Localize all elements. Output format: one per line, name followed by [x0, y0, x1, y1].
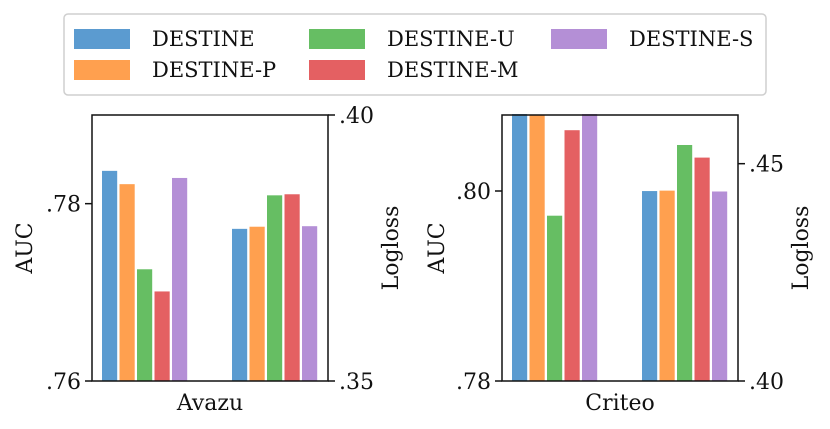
ylabel-right-criteo: Logloss: [789, 206, 814, 291]
bar-avazu-logloss-destine-p: [249, 226, 265, 381]
tick-label-right: .45: [749, 153, 784, 178]
legend-label-destine-p: DESTINE-P: [152, 58, 276, 82]
tick-label-left: .78: [46, 193, 81, 218]
legend-label-destine-m: DESTINE-M: [387, 58, 519, 82]
chart-panel-avazu: .76 .78 .35 .40 Avazu AUC Logloss: [13, 104, 404, 416]
legend-swatch-destine-u: [309, 29, 365, 49]
tick-label-right: .35: [339, 370, 374, 395]
xlabel-avazu: Avazu: [176, 391, 243, 416]
plot-frame-criteo: [501, 114, 739, 382]
ylabel-left-criteo: AUC: [425, 222, 450, 274]
xlabel-criteo: Criteo: [585, 391, 655, 416]
bar-criteo-auc-destine: [512, 114, 528, 382]
bars-criteo: [512, 114, 728, 382]
bar-avazu-auc-destine: [102, 170, 118, 381]
legend-swatch-destine-p: [74, 60, 130, 80]
tick-label-left: .80: [456, 180, 491, 205]
ylabel-right-avazu: Logloss: [379, 206, 404, 291]
tick-label-left: .76: [46, 370, 81, 395]
bar-avazu-logloss-destine-u: [267, 195, 283, 381]
bar-criteo-logloss-destine: [642, 191, 658, 381]
bar-criteo-logloss-destine-s: [712, 191, 728, 381]
bar-avazu-logloss-destine-s: [302, 226, 318, 381]
bar-avazu-auc-destine-p: [119, 184, 135, 381]
tick-label-left: .78: [456, 370, 491, 395]
bar-avazu-auc-destine-m: [154, 291, 170, 381]
bars-avazu: [102, 170, 318, 381]
bar-avazu-auc-destine-u: [137, 269, 153, 381]
bar-criteo-auc-destine-u: [547, 215, 563, 381]
bar-criteo-logloss-destine-u: [677, 144, 693, 381]
plot-frame-avazu: [91, 114, 329, 382]
legend-label-destine-u: DESTINE-U: [387, 27, 515, 51]
tick-label-right: .40: [749, 370, 784, 395]
legend-swatch-destine-s: [551, 29, 607, 49]
legend-swatch-destine-m: [309, 60, 365, 80]
bar-criteo-auc-destine-p: [529, 115, 545, 381]
bar-avazu-auc-destine-s: [172, 177, 188, 381]
ticks-avazu: .76 .78 .35 .40: [46, 104, 374, 395]
legend: DESTINE DESTINE-P DESTINE-U DESTINE-M DESTIN…: [63, 13, 767, 96]
bar-criteo-logloss-destine-p: [659, 190, 675, 381]
tick-label-right: .40: [339, 104, 374, 129]
chart-panel-criteo: .78 .80 .40 .45 Criteo AUC Logloss: [425, 114, 814, 416]
bar-avazu-logloss-destine: [232, 228, 248, 381]
ylabel-left-avazu: AUC: [13, 222, 38, 274]
bar-criteo-auc-destine-m: [564, 130, 580, 381]
bar-criteo-auc-destine-s: [582, 114, 598, 382]
ticks-criteo: .78 .80 .40 .45: [456, 153, 784, 395]
bar-criteo-logloss-destine-m: [694, 157, 710, 381]
legend-swatch-destine: [74, 29, 130, 49]
legend-label-destine-s: DESTINE-S: [629, 27, 753, 51]
bar-avazu-logloss-destine-m: [284, 194, 300, 381]
legend-label-destine: DESTINE: [152, 27, 255, 51]
